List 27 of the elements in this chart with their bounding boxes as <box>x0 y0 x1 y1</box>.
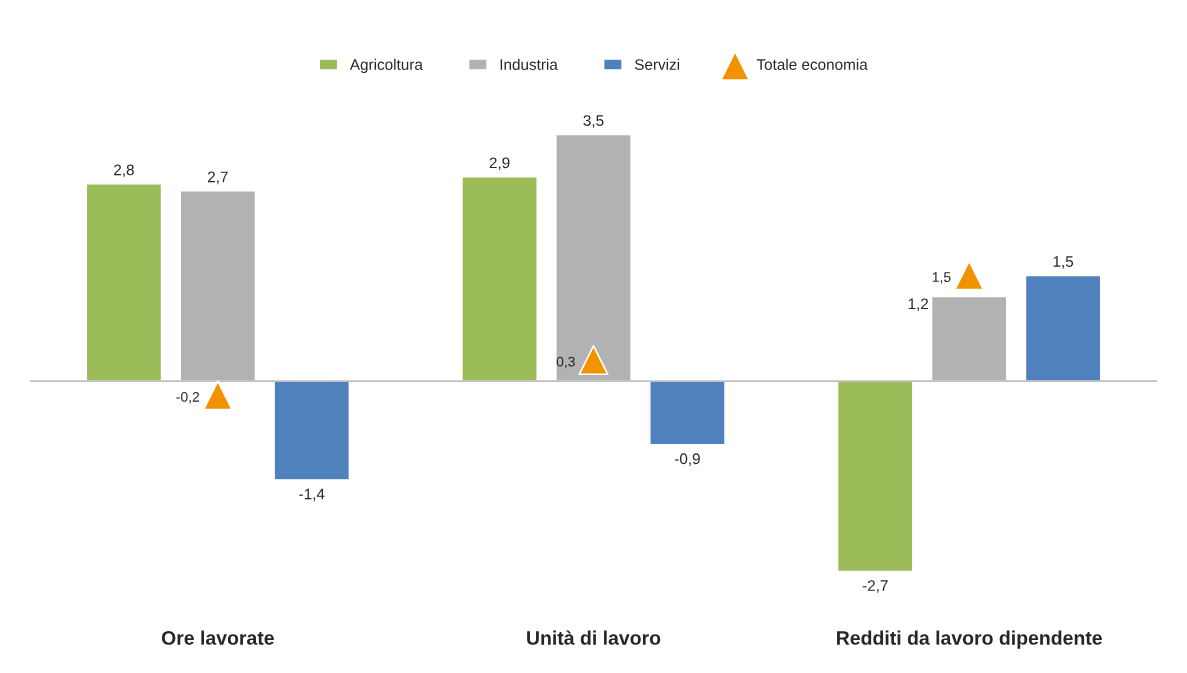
legend-label: Servizi <box>634 58 680 70</box>
bar <box>461 176 538 382</box>
data-label: 1,2 <box>908 298 929 312</box>
data-label: 0,3 <box>556 356 575 369</box>
bar <box>1024 274 1102 382</box>
data-label: -0,2 <box>176 391 200 404</box>
data-label: -1,4 <box>299 488 325 502</box>
data-label: 1,5 <box>1053 256 1074 269</box>
data-label: 2,8 <box>114 164 134 178</box>
data-label: 3,5 <box>583 115 604 128</box>
bar <box>555 133 632 382</box>
x-tick-label: Unità di lavoro <box>527 630 661 645</box>
data-label: -0,9 <box>674 453 700 466</box>
x-tick-label: Ore lavorate <box>161 630 274 645</box>
bar <box>85 183 163 382</box>
data-label: -2,7 <box>862 580 888 593</box>
bar <box>930 295 1008 382</box>
legend-label: Agricoltura <box>349 58 423 73</box>
bar <box>273 380 351 481</box>
data-label: 2,9 <box>489 157 510 171</box>
x-tick-label: Redditi da lavoro dipendente <box>837 630 1102 649</box>
legend-label: Totale economia <box>756 58 868 70</box>
bar <box>836 380 914 573</box>
data-label: 2,7 <box>207 171 228 185</box>
bar <box>649 380 726 446</box>
legend-label: Industria <box>500 58 558 70</box>
data-label: 1,5 <box>932 272 951 284</box>
